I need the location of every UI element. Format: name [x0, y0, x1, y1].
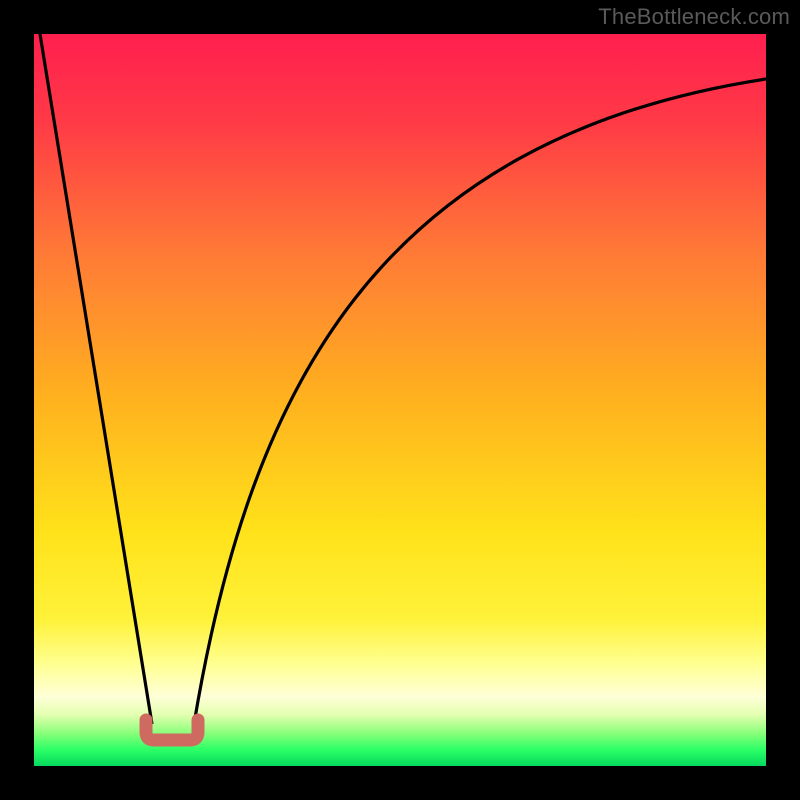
left-descent-line — [40, 34, 152, 724]
plot-area — [34, 34, 766, 766]
curves-layer — [34, 34, 766, 766]
watermark-text: TheBottleneck.com — [598, 4, 790, 30]
valley-marker — [146, 720, 198, 740]
right-arc-curve — [194, 79, 766, 724]
chart-frame: TheBottleneck.com — [0, 0, 800, 800]
